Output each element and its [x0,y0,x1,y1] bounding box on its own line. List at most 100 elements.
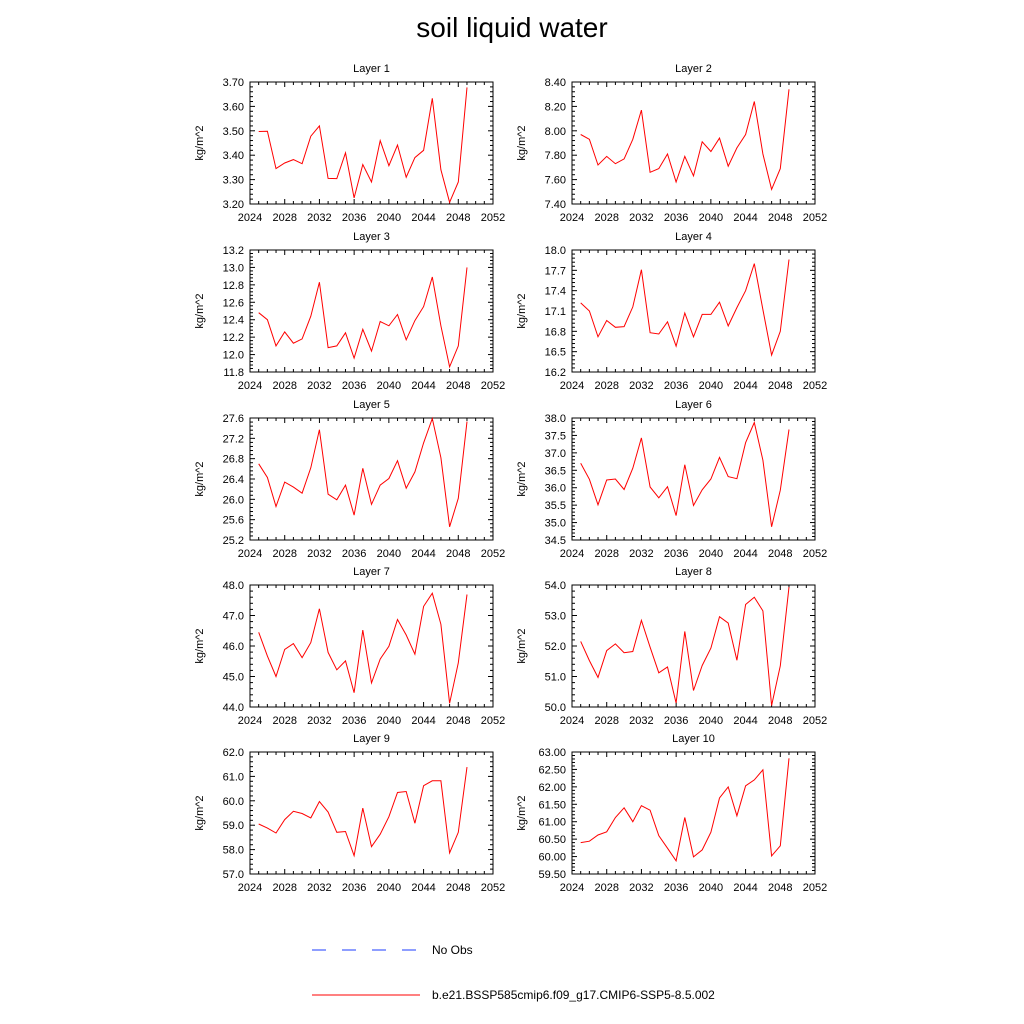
x-tick-label: 2036 [342,548,366,560]
y-tick-label: 54.0 [545,580,566,592]
y-tick-label: 62.50 [538,764,566,776]
series-line-1 [258,87,468,204]
x-tick-label: 2028 [594,548,618,560]
y-tick-label: 3.60 [223,101,244,113]
x-tick-label: 2032 [307,715,331,727]
y-tick-label: 48.0 [223,580,244,592]
x-tick-label: 2048 [446,380,470,392]
y-tick-label: 8.20 [545,101,566,113]
series-line-1 [580,420,790,527]
y-tick-label: 61.00 [538,817,566,829]
x-tick-label: 2024 [238,548,262,560]
x-tick-label: 2052 [481,212,505,224]
y-axis-label: kg/m^2 [516,795,528,830]
series-line-1 [580,758,790,863]
panel-title: Layer 1 [353,63,390,75]
y-tick-label: 57.0 [223,869,244,881]
x-tick-label: 2052 [481,548,505,560]
panel-title: Layer 4 [675,231,712,243]
y-tick-label: 3.20 [223,199,244,211]
y-tick-label: 58.0 [223,845,244,857]
panel-8: Layer 8 kg/m^2 2024 2028 2032 2036 2040 2044 204… [516,566,827,727]
x-tick-label: 2052 [803,548,827,560]
y-tick-label: 34.5 [545,535,566,547]
x-tick-label: 2036 [664,212,688,224]
y-tick-label: 25.2 [223,535,244,547]
x-tick-label: 2032 [307,882,331,894]
y-tick-label: 59.0 [223,820,244,832]
x-tick-label: 2024 [238,715,262,727]
y-tick-label: 12.2 [223,332,244,344]
series-line-1 [258,767,468,858]
x-tick-label: 2036 [342,715,366,727]
x-tick-label: 2040 [699,380,723,392]
y-tick-label: 53.0 [545,611,566,623]
y-tick-label: 59.50 [538,869,566,881]
x-tick-label: 2052 [803,715,827,727]
y-tick-label: 7.40 [545,199,566,211]
x-tick-label: 2048 [768,548,792,560]
x-tick-label: 2024 [238,380,262,392]
x-tick-label: 2036 [342,380,366,392]
y-tick-label: 18.0 [545,245,566,257]
y-tick-label: 17.7 [545,265,566,277]
x-tick-label: 2028 [594,380,618,392]
x-tick-label: 2044 [733,882,757,894]
x-tick-label: 2048 [446,212,470,224]
y-tick-label: 12.6 [223,297,244,309]
x-tick-label: 2036 [664,548,688,560]
y-axis-label: kg/m^2 [516,293,528,328]
x-tick-label: 2028 [272,380,296,392]
panel-title: Layer 5 [353,399,390,411]
panel-title: Layer 8 [675,566,712,578]
y-tick-label: 63.00 [538,747,566,759]
y-axis-label: kg/m^2 [516,125,528,160]
y-tick-label: 11.8 [223,367,244,379]
y-tick-label: 27.6 [223,413,244,425]
x-tick-label: 2028 [272,882,296,894]
y-axis-label: kg/m^2 [194,125,206,160]
x-tick-label: 2028 [272,715,296,727]
y-tick-label: 35.0 [545,518,566,530]
y-axis-label: kg/m^2 [194,628,206,663]
panel-4: Layer 4 kg/m^2 2024 2028 2032 2036 2040 2044 204… [516,231,827,392]
x-tick-label: 2044 [411,882,435,894]
y-tick-label: 25.6 [223,515,244,527]
y-tick-label: 62.00 [538,782,566,794]
y-tick-label: 17.4 [545,286,566,298]
x-tick-label: 2048 [768,212,792,224]
x-tick-label: 2044 [733,548,757,560]
y-tick-label: 47.0 [223,611,244,623]
x-tick-label: 2032 [629,882,653,894]
x-tick-label: 2052 [481,882,505,894]
x-tick-label: 2024 [560,212,584,224]
panel-title: Layer 2 [675,63,712,75]
x-tick-label: 2036 [664,882,688,894]
y-tick-label: 7.80 [545,150,566,162]
x-tick-label: 2032 [629,380,653,392]
panel-7: Layer 7 kg/m^2 2024 2028 2032 2036 2040 2044 204… [194,566,505,727]
y-tick-label: 60.50 [538,834,566,846]
x-tick-label: 2048 [768,882,792,894]
y-tick-label: 35.5 [545,500,566,512]
y-tick-label: 8.00 [545,126,566,138]
x-tick-label: 2040 [377,548,401,560]
y-tick-label: 26.0 [223,494,244,506]
y-axis-label: kg/m^2 [516,628,528,663]
x-tick-label: 2052 [481,380,505,392]
panel-title: Layer 10 [672,733,715,745]
x-tick-label: 2024 [560,882,584,894]
panel-title: Layer 9 [353,733,390,745]
y-tick-label: 38.0 [545,413,566,425]
x-tick-label: 2028 [594,715,618,727]
legend-label-model: b.e21.BSSP585cmip6.f09_g17.CMIP6-SSP5-8.… [432,988,715,1002]
y-tick-label: 50.0 [545,702,566,714]
y-axis-label: kg/m^2 [194,461,206,496]
y-tick-label: 13.2 [223,245,244,257]
series-line-1 [580,587,790,706]
x-tick-label: 2040 [699,548,723,560]
x-tick-label: 2048 [446,882,470,894]
x-tick-label: 2044 [411,715,435,727]
x-tick-label: 2052 [803,380,827,392]
x-tick-label: 2044 [733,715,757,727]
